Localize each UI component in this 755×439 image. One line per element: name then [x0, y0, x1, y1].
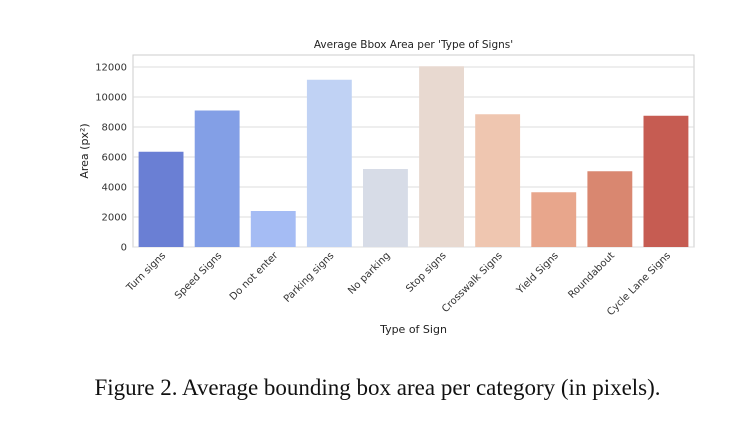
y-tick-label: 10000	[95, 93, 127, 104]
x-tick-label: Roundabout	[566, 250, 617, 301]
x-tick-label: No parking	[346, 250, 392, 296]
y-tick-label: 8000	[102, 123, 127, 134]
bar	[194, 110, 240, 247]
y-axis-label: Area (px²)	[78, 123, 91, 178]
y-tick-labels: 0 2000 4000 6000 8000 10000 12000	[95, 63, 127, 254]
x-tick-label: Do not enter	[228, 250, 281, 303]
x-tick-label: Turn signs	[124, 250, 168, 294]
bar	[250, 211, 296, 247]
y-tick-label: 2000	[102, 213, 127, 224]
bar	[643, 115, 689, 247]
y-tick-label: 6000	[102, 153, 127, 164]
y-tick-label: 12000	[95, 63, 127, 74]
x-axis-label: Type of Sign	[379, 323, 447, 336]
x-tick-label: Stop signs	[404, 250, 448, 294]
bar	[419, 66, 464, 247]
figure-caption: Figure 2. Average bounding box area per …	[94, 375, 661, 400]
bar-chart: 0 2000 4000 6000 8000 10000 12000 Turn signs Sp…	[78, 39, 695, 336]
x-tick-label: Yield Signs	[514, 250, 561, 297]
bar	[531, 192, 577, 247]
x-tick-label: Parking signs	[282, 250, 337, 305]
x-tick-label: Cycle Lane Signs	[605, 250, 673, 318]
bars	[138, 66, 689, 247]
bar	[306, 79, 352, 247]
bar	[475, 114, 521, 247]
bar	[363, 169, 408, 247]
bar	[138, 151, 184, 247]
y-tick-label: 0	[121, 243, 127, 254]
x-tick-label: Crosswalk Signs	[440, 250, 505, 315]
bar	[587, 171, 633, 247]
x-tick-label: Speed Signs	[173, 250, 224, 301]
chart-title: Average Bbox Area per 'Type of Signs'	[314, 39, 513, 51]
y-tick-label: 4000	[102, 183, 127, 194]
x-tick-labels: Turn signs Speed Signs Do not enter Parking…	[124, 250, 673, 318]
